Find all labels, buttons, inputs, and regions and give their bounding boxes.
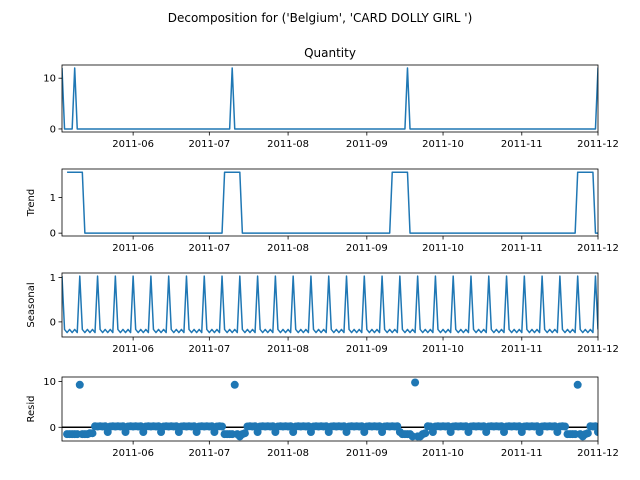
x-tick-label: 2011-06 [112,344,154,355]
x-tick-label: 2011-06 [112,243,154,254]
resid-point [591,422,598,431]
resid-point [240,429,249,438]
x-tick-label: 2011-07 [188,139,230,150]
x-tick-label: 2011-11 [501,139,543,150]
panel-2: 2011-06 2011-07 2011-08 2011-09 2011-10 2011-… [26,168,619,254]
axes-frame [61,272,599,338]
y-tick-label: 1 [50,273,56,284]
panel-title: Quantity [304,46,356,60]
x-tick-label: 2011-06 [112,448,154,459]
series-line-1 [62,67,598,130]
y-tick-label: 10 [43,74,56,85]
x-tick-label: 2011-09 [346,448,388,459]
axes-frame [61,64,599,133]
resid-point [594,427,598,436]
resid-point [218,422,227,431]
axes-frame [61,168,599,237]
x-tick-label: 2011-08 [267,344,309,355]
resid-point [599,422,607,430]
resid-point [583,429,592,438]
y-tick-label: 0 [50,423,56,434]
x-tick-label: 2011-12 [577,243,619,254]
resid-point [602,430,610,438]
x-tick-label: 2011-07 [188,243,230,254]
resid-point [573,380,582,389]
x-tick-label: 2011-07 [188,344,230,355]
resid-point [421,429,430,438]
y-tick-label: 0 [50,229,56,240]
series-line-3 [62,275,598,334]
panels-group: 2011-06 2011-07 2011-08 2011-09 2011-10 2011-… [26,46,619,459]
resid-point [88,429,97,438]
x-tick-label: 2011-08 [267,139,309,150]
x-tick-label: 2011-12 [577,344,619,355]
x-tick-label: 2011-12 [577,448,619,459]
x-tick-label: 2011-09 [346,344,388,355]
x-tick-label: 2011-11 [501,448,543,459]
x-tick-label: 2011-12 [577,139,619,150]
y-tick-label: 0 [50,124,56,135]
x-tick-label: 2011-11 [501,243,543,254]
x-tick-label: 2011-10 [422,448,464,459]
series-line-2 [67,171,598,234]
resid-point [411,378,420,387]
resid-point [75,380,84,389]
x-tick-label: 2011-10 [422,243,464,254]
x-tick-label: 2011-07 [188,448,230,459]
x-tick-label: 2011-11 [501,344,543,355]
panel-3: 2011-06 2011-07 2011-08 2011-09 2011-10 2011-… [26,272,619,355]
x-tick-label: 2011-10 [422,344,464,355]
x-tick-label: 2011-08 [267,243,309,254]
x-tick-label: 2011-08 [267,448,309,459]
y-axis-label: Trend [26,189,37,217]
panel-4: 2011-06 2011-07 2011-08 2011-09 2011-10 2011-… [26,376,619,459]
x-tick-label: 2011-10 [422,139,464,150]
x-tick-label: 2011-09 [346,243,388,254]
figure-suptitle: Decomposition for ('Belgium', 'CARD DOLL… [168,11,473,25]
x-tick-label: 2011-09 [346,139,388,150]
y-axis-label: Seasonal [26,282,37,327]
axes-frame [61,376,599,442]
y-axis-label: Resid [26,396,37,423]
y-tick-label: 1 [50,193,56,204]
x-tick-label: 2011-06 [112,139,154,150]
resid-point [560,422,569,431]
y-tick-label: 0 [50,317,56,328]
y-tick-label: 10 [43,377,56,388]
resid-point [230,380,239,389]
panel-1: 2011-06 2011-07 2011-08 2011-09 2011-10 2011-… [43,46,619,150]
